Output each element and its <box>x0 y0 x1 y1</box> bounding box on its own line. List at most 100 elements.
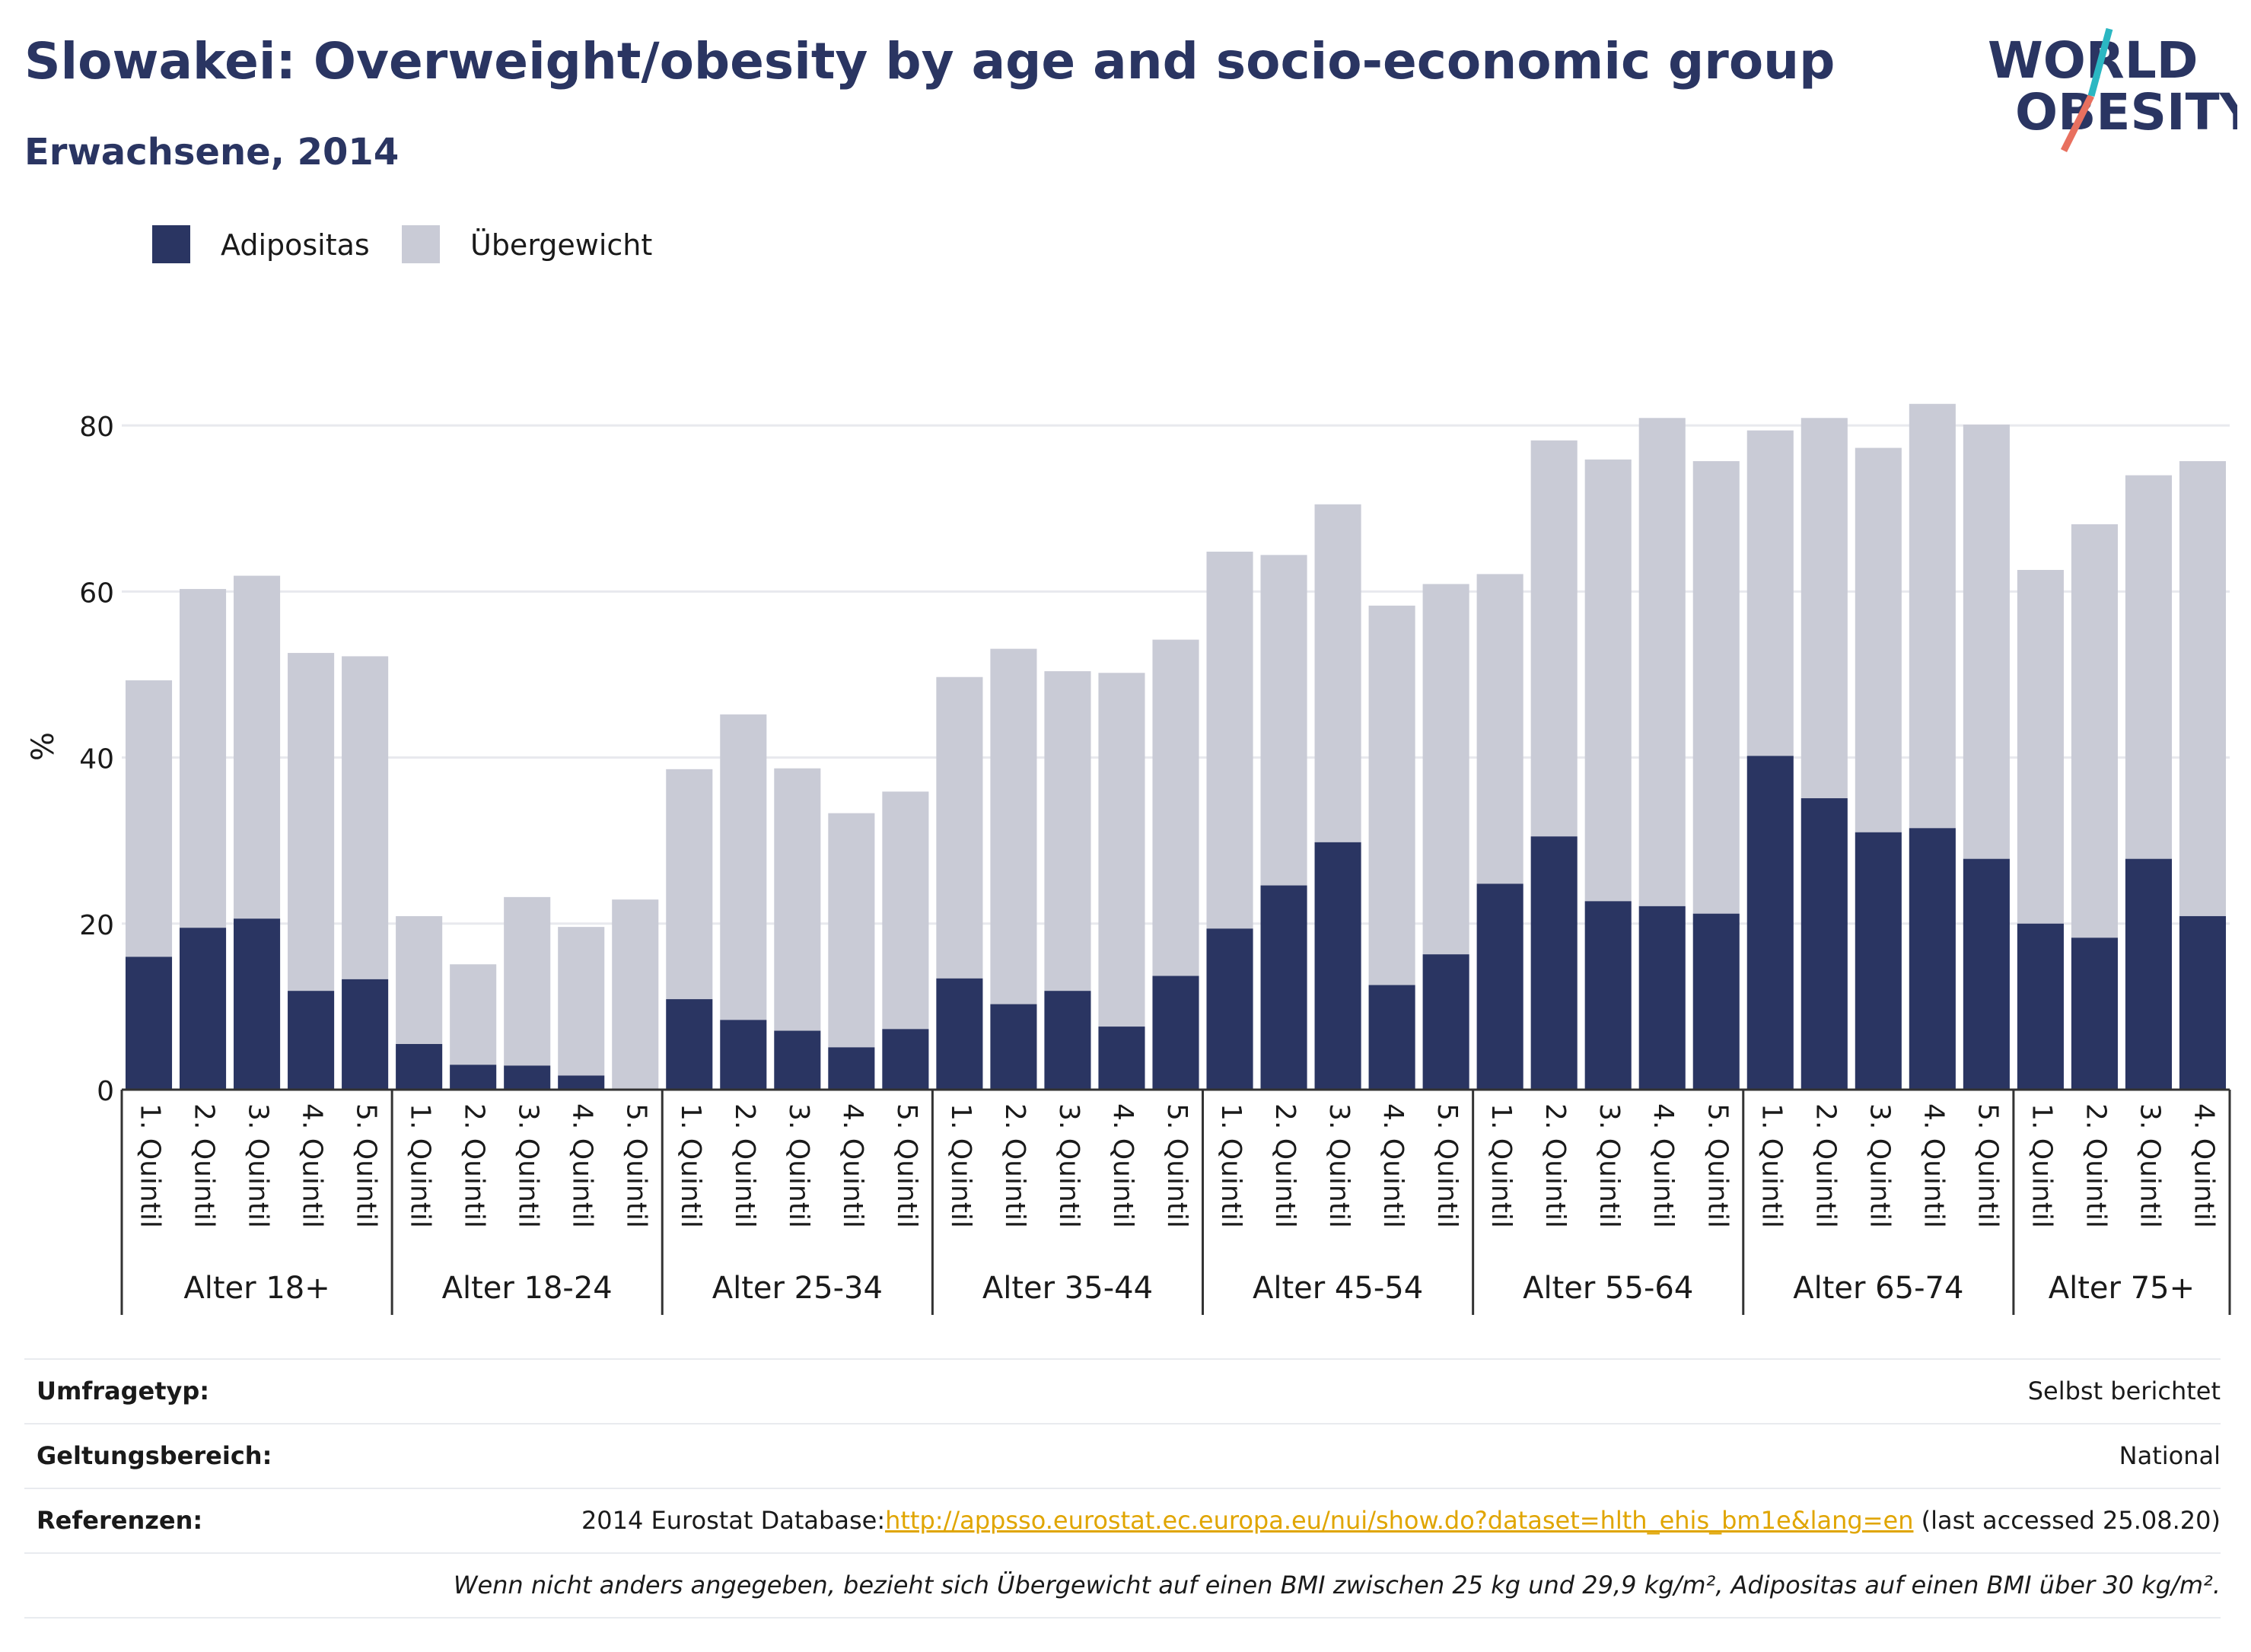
bar-uebergewicht[interactable] <box>2017 569 2064 924</box>
bar-uebergewicht[interactable] <box>720 714 767 1020</box>
legend-label-uebergewicht: Übergewicht <box>470 228 653 262</box>
bar-adipositas[interactable] <box>125 957 173 1090</box>
bar-adipositas[interactable] <box>1800 798 1848 1090</box>
bar-adipositas[interactable] <box>1746 756 1794 1090</box>
bar-uebergewicht[interactable] <box>990 648 1037 1004</box>
x-tick-label: 3. Quintil <box>513 1103 544 1228</box>
bar-uebergewicht[interactable] <box>1963 425 2010 859</box>
bar-adipositas[interactable] <box>1422 954 1469 1090</box>
bar-uebergewicht[interactable] <box>1206 551 1253 929</box>
bar-uebergewicht[interactable] <box>1746 430 1794 756</box>
bar-adipositas[interactable] <box>1152 976 1199 1090</box>
bar-uebergewicht[interactable] <box>1909 403 1956 829</box>
x-tick-label: 5. Quintil <box>1431 1103 1463 1228</box>
bar-adipositas[interactable] <box>882 1029 929 1090</box>
bar-adipositas[interactable] <box>1044 991 1091 1090</box>
bar-uebergewicht[interactable] <box>1260 555 1307 886</box>
bar-uebergewicht[interactable] <box>936 676 983 979</box>
bar-adipositas[interactable] <box>2179 915 2227 1090</box>
bar-adipositas[interactable] <box>504 1065 551 1090</box>
bar-adipositas[interactable] <box>179 928 227 1090</box>
bar-adipositas[interactable] <box>1855 832 1902 1090</box>
bar-uebergewicht[interactable] <box>288 653 335 992</box>
group-label: Alter 65-74 <box>1793 1271 1963 1306</box>
bar-uebergewicht[interactable] <box>1855 447 1902 832</box>
bar-uebergewicht[interactable] <box>1692 461 1740 914</box>
bar-uebergewicht[interactable] <box>1044 671 1091 992</box>
legend-swatch-uebergewicht <box>402 225 440 263</box>
bar-adipositas[interactable] <box>1530 836 1578 1090</box>
bar-adipositas[interactable] <box>1476 883 1523 1090</box>
bar-uebergewicht[interactable] <box>1584 459 1632 902</box>
bar-uebergewicht[interactable] <box>558 927 605 1076</box>
bar-adipositas[interactable] <box>1260 885 1307 1090</box>
legend-swatch-adipositas <box>152 225 190 263</box>
bar-uebergewicht[interactable] <box>1530 440 1578 837</box>
bar-adipositas[interactable] <box>774 1030 821 1090</box>
bar-uebergewicht[interactable] <box>1368 605 1415 985</box>
bar-uebergewicht[interactable] <box>882 791 929 1030</box>
bar-adipositas[interactable] <box>1206 928 1253 1090</box>
bar-adipositas[interactable] <box>288 991 335 1090</box>
bar-adipositas[interactable] <box>1692 913 1740 1090</box>
bar-uebergewicht[interactable] <box>1800 418 1848 799</box>
x-tick-label: 1. Quintil <box>405 1103 436 1228</box>
bar-uebergewicht[interactable] <box>342 656 389 979</box>
bar-uebergewicht[interactable] <box>234 575 281 919</box>
bar-uebergewicht[interactable] <box>828 813 875 1048</box>
bar-adipositas[interactable] <box>720 1020 767 1090</box>
x-tick-label: 4. Quintil <box>2188 1103 2219 1228</box>
bar-adipositas[interactable] <box>396 1043 443 1090</box>
bar-adipositas[interactable] <box>2017 923 2064 1090</box>
bar-uebergewicht[interactable] <box>125 680 173 957</box>
bar-uebergewicht[interactable] <box>1314 504 1361 842</box>
bar-adipositas[interactable] <box>990 1004 1037 1090</box>
reference-link[interactable]: http://appsso.eurostat.ec.europa.eu/nui/… <box>885 1506 1914 1535</box>
bar-adipositas[interactable] <box>1368 985 1415 1090</box>
bar-adipositas[interactable] <box>1909 828 1956 1090</box>
bar-adipositas[interactable] <box>2071 937 2118 1090</box>
bar-adipositas[interactable] <box>936 978 983 1090</box>
x-tick-label: 2. Quintil <box>1810 1103 1841 1228</box>
bar-uebergewicht[interactable] <box>1152 639 1199 976</box>
bar-adipositas[interactable] <box>1584 901 1632 1090</box>
bar-uebergewicht[interactable] <box>1422 584 1469 955</box>
bar-uebergewicht[interactable] <box>450 964 497 1065</box>
x-tick-label: 5. Quintil <box>351 1103 382 1228</box>
bar-adipositas[interactable] <box>2125 858 2173 1090</box>
bar-uebergewicht[interactable] <box>1638 418 1686 906</box>
bar-uebergewicht[interactable] <box>2125 475 2173 859</box>
bar-uebergewicht[interactable] <box>1098 673 1145 1027</box>
bar-uebergewicht[interactable] <box>504 896 551 1066</box>
bar-uebergewicht[interactable] <box>2179 461 2227 916</box>
bar-adipositas[interactable] <box>1098 1027 1145 1090</box>
bar-adipositas[interactable] <box>234 918 281 1090</box>
bar-uebergewicht[interactable] <box>396 915 443 1044</box>
group-label: Alter 18+ <box>183 1271 330 1306</box>
bar-adipositas[interactable] <box>828 1047 875 1090</box>
bar-uebergewicht[interactable] <box>2071 524 2118 938</box>
bar-uebergewicht[interactable] <box>612 899 659 1090</box>
x-tick-label: 4. Quintil <box>1377 1103 1409 1228</box>
x-tick-label: 2. Quintil <box>1269 1103 1301 1228</box>
bar-uebergewicht[interactable] <box>1476 574 1523 884</box>
x-tick-label: 2. Quintil <box>2080 1103 2111 1228</box>
x-tick-label: 1. Quintil <box>675 1103 706 1228</box>
x-tick-label: 1. Quintil <box>1215 1103 1246 1228</box>
y-tick-label: 80 <box>79 412 114 443</box>
bar-uebergewicht[interactable] <box>774 768 821 1031</box>
x-tick-label: 5. Quintil <box>891 1103 922 1228</box>
bar-uebergewicht[interactable] <box>179 589 227 928</box>
bar-uebergewicht[interactable] <box>666 769 713 1000</box>
bar-adipositas[interactable] <box>666 999 713 1090</box>
y-tick-label: 60 <box>79 578 114 609</box>
reference-row: Referenzen: 2014 Eurostat Database:http:… <box>24 1488 2221 1552</box>
y-tick-label: 20 <box>79 910 114 941</box>
bar-adipositas[interactable] <box>450 1065 497 1090</box>
bar-adipositas[interactable] <box>1963 858 2010 1090</box>
group-label: Alter 45-54 <box>1253 1271 1423 1306</box>
bar-adipositas[interactable] <box>558 1075 605 1090</box>
bar-adipositas[interactable] <box>1638 906 1686 1090</box>
bar-adipositas[interactable] <box>342 979 389 1090</box>
bar-adipositas[interactable] <box>1314 842 1361 1090</box>
